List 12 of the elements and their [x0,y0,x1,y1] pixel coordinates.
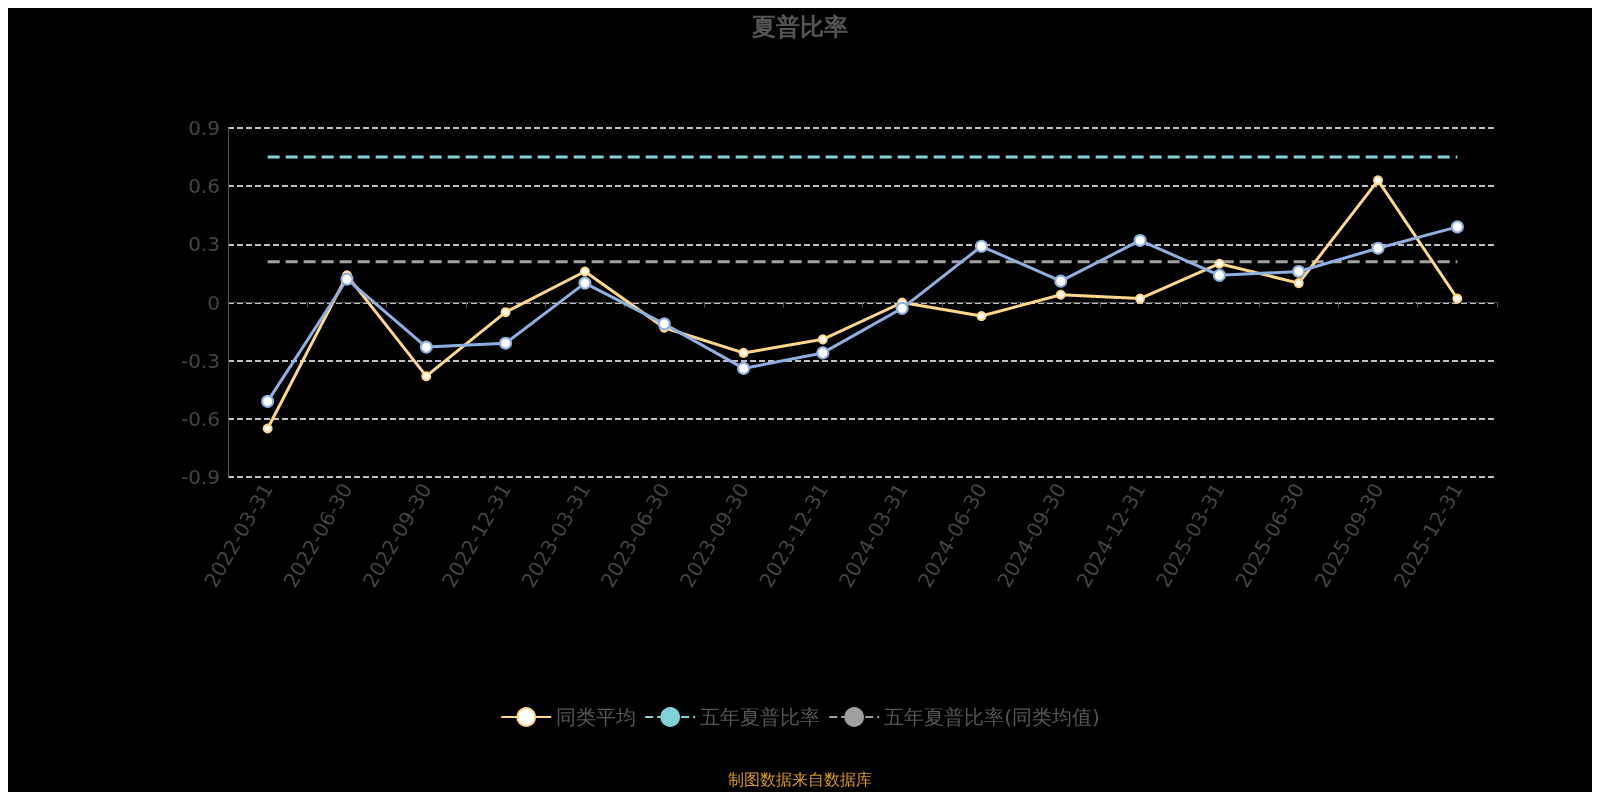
y-tick-label: -0.3 [180,348,220,373]
y-tick-label: 0.3 [188,232,220,257]
legend-label: 五年夏普比率(同类均值) [884,705,1100,729]
legend-label: 同类平均 [556,705,637,729]
y-tick-label: -0.6 [180,406,220,431]
y-tick-label: 0.9 [188,116,220,140]
y-tick-label: 0 [207,290,220,315]
chart-title: 夏普比率 [751,13,848,41]
legend-label: 五年夏普比率 [700,705,821,729]
y-tick-label: -0.9 [180,465,220,489]
y-tick-label: 0.6 [188,174,220,199]
text: 制图数据来自数据库 [728,769,872,789]
